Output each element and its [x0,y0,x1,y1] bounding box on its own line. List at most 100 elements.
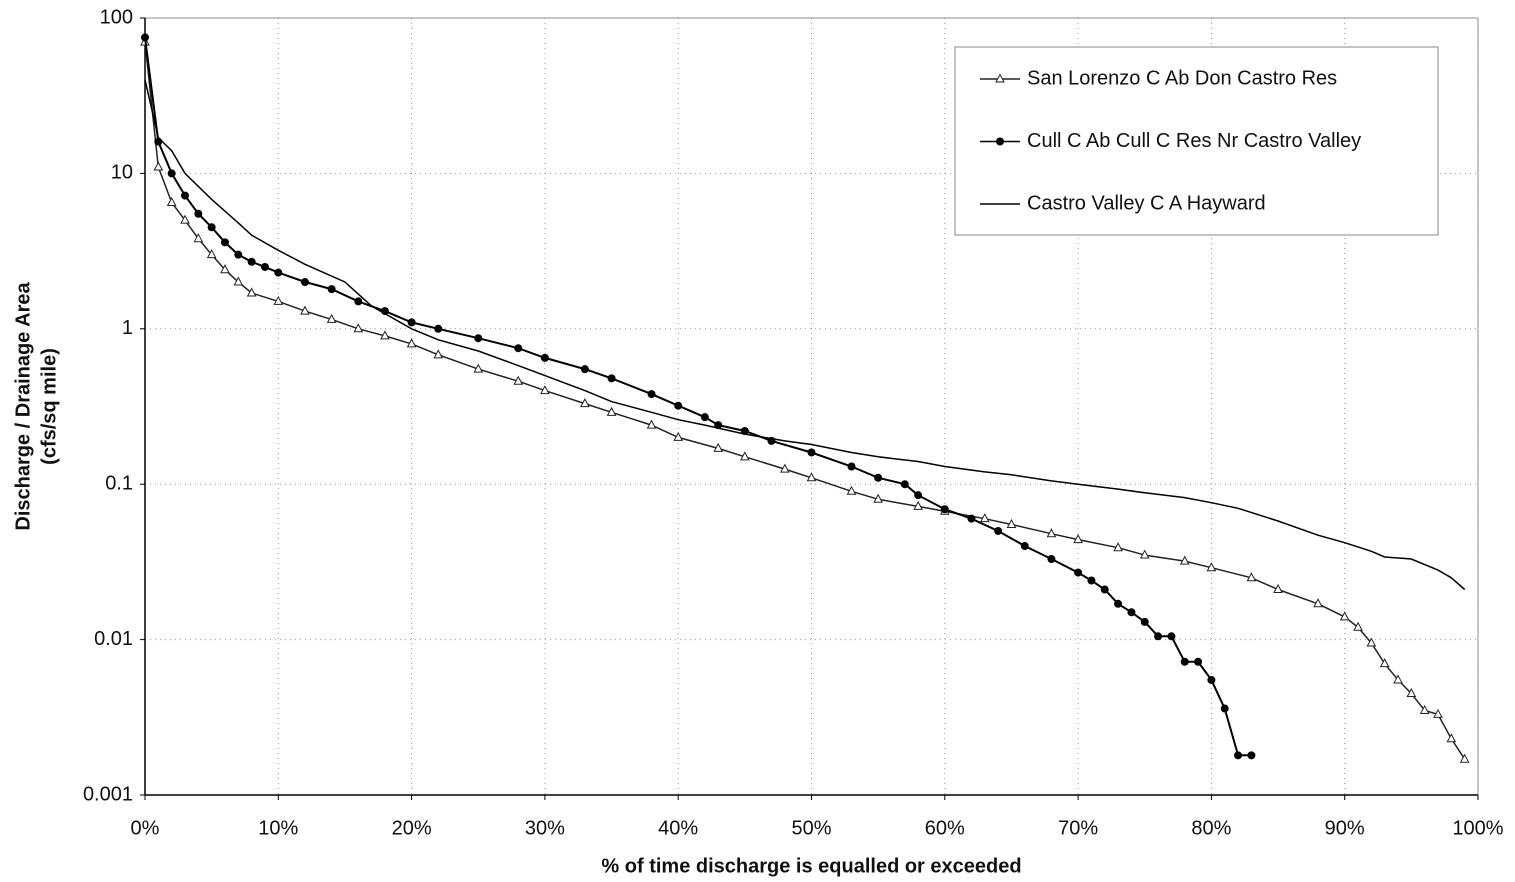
point [1020,542,1029,551]
point [234,250,243,259]
point [1047,555,1056,564]
point [194,209,203,218]
point [1406,687,1417,697]
point [1433,708,1443,718]
y-axis-title: Discharge / Drainage Area (cfs/sq mile) [12,282,60,531]
point [740,451,750,461]
point [900,480,909,489]
point [1206,562,1217,572]
y-tick-label: 0.01 [94,628,133,650]
point [167,169,176,178]
series-line [144,79,1466,591]
point [1393,674,1403,684]
point [1140,617,1149,626]
point [1180,657,1189,666]
legend-label: Cull C Ab Cull C Res Nr Castro Valley [1027,130,1361,152]
point [1459,753,1470,763]
x-axis-title: % of time discharge is equalled or excee… [601,855,1021,877]
point [1313,598,1323,608]
point [513,375,524,385]
point [406,338,417,348]
point [807,448,816,457]
point [647,390,656,399]
point [407,318,416,327]
point [207,223,216,232]
series [140,36,1470,763]
point [1246,572,1257,582]
point [1379,658,1390,668]
point [1179,555,1190,565]
point [1100,585,1109,594]
y-tick-label: 100 [100,6,133,28]
point [273,295,284,305]
point [433,349,444,359]
point [967,514,976,523]
point [193,233,204,243]
point [994,526,1003,535]
point [153,161,164,171]
legend-label: Castro Valley C A Hayward [1027,192,1266,214]
point [1207,675,1216,684]
point [913,500,923,510]
point [154,137,163,146]
point [1194,657,1203,666]
x-tick-label: 60% [925,817,965,839]
legend: San Lorenzo C Ab Don Castro Res Cull C Ab… [954,46,1439,236]
point [780,463,790,473]
point [1247,751,1256,760]
point [1074,568,1083,577]
point [274,268,283,277]
point [473,363,484,373]
x-tick-label: 30% [525,817,565,839]
y-axis-title-line: Discharge / Drainage Area [12,282,34,531]
point [646,419,657,429]
point [300,278,309,287]
point [914,491,923,500]
series [144,79,1466,591]
x-tick-label: 90% [1325,817,1365,839]
point [846,485,857,495]
point [1114,599,1123,608]
point [180,214,190,224]
point [1220,704,1229,713]
point [1234,751,1243,760]
point [540,353,549,362]
point [1087,576,1096,585]
point [326,313,337,323]
x-tick-label: 50% [791,817,831,839]
y-tick-label: 1 [122,317,133,339]
point [260,262,269,271]
point [233,276,244,286]
point [607,374,616,383]
point [1073,534,1083,544]
point [354,297,363,306]
point [674,401,683,410]
y-tick-label: 0.1 [105,472,133,494]
y-tick-label: 0.001 [83,783,133,805]
point [220,264,230,274]
point [1046,528,1057,538]
point [979,513,990,523]
point [1446,733,1457,743]
point [1339,611,1350,621]
point [246,287,257,297]
x-tick-label: 20% [392,817,432,839]
point [700,413,709,422]
point [874,473,883,482]
x-tick-label: 40% [658,817,698,839]
point [180,191,189,200]
point [806,472,817,482]
point [1419,704,1430,714]
point [247,257,256,266]
point [873,493,883,503]
point [940,505,949,514]
point [206,249,217,259]
point [1167,632,1176,641]
point [1139,549,1150,559]
point [713,442,724,452]
point [1366,637,1377,647]
point [673,431,684,441]
point [300,305,310,315]
point [327,285,336,294]
